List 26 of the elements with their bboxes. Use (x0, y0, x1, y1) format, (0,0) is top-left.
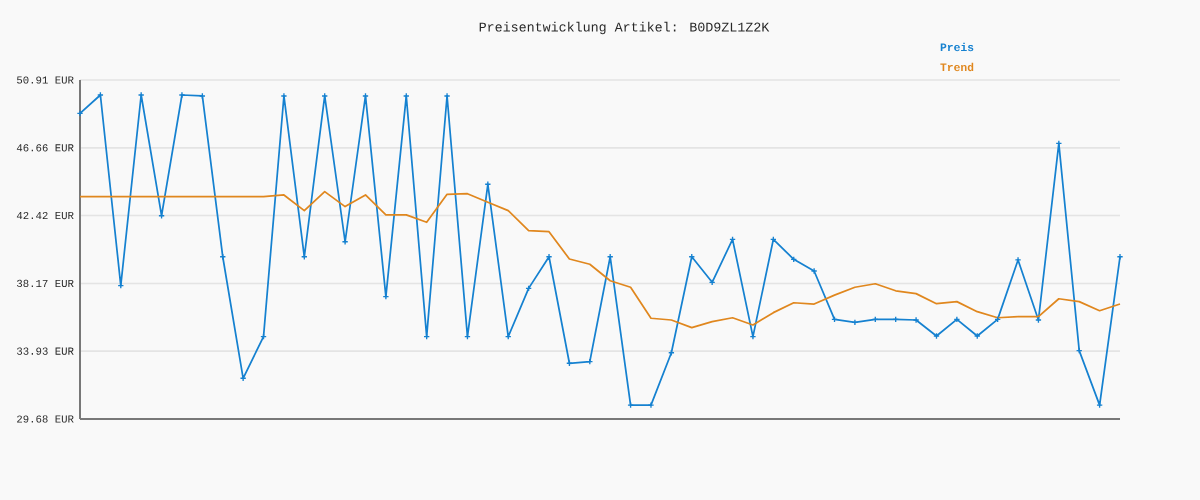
point (708, 278, 716, 286)
point (402, 92, 410, 100)
y-tick-label: 46.66 EUR (16, 144, 74, 152)
text: Preis (940, 42, 974, 52)
point (1096, 401, 1103, 409)
point (627, 401, 634, 409)
point (851, 319, 859, 326)
point (362, 92, 369, 100)
y-tick-label: 38.17 EUR (17, 279, 74, 288)
y-tick-label: 29.68 EUR (17, 415, 74, 423)
point (647, 401, 655, 409)
y-tick-label: 33.93 EUR (17, 347, 74, 355)
point (1035, 316, 1042, 324)
point (933, 332, 940, 340)
point (810, 267, 818, 275)
point (239, 374, 247, 382)
point (953, 316, 961, 323)
y-tick-label: 42.42 EUR (16, 211, 74, 220)
point (178, 91, 186, 99)
chart-title: Preisentwicklung Artikel: B0D9ZL1Z2K (479, 21, 770, 35)
point (912, 316, 920, 324)
text: Trend (940, 62, 974, 72)
point (199, 92, 206, 100)
y-tick-label: 50.91 EUR (17, 76, 74, 84)
point (973, 332, 981, 340)
point (97, 91, 104, 99)
